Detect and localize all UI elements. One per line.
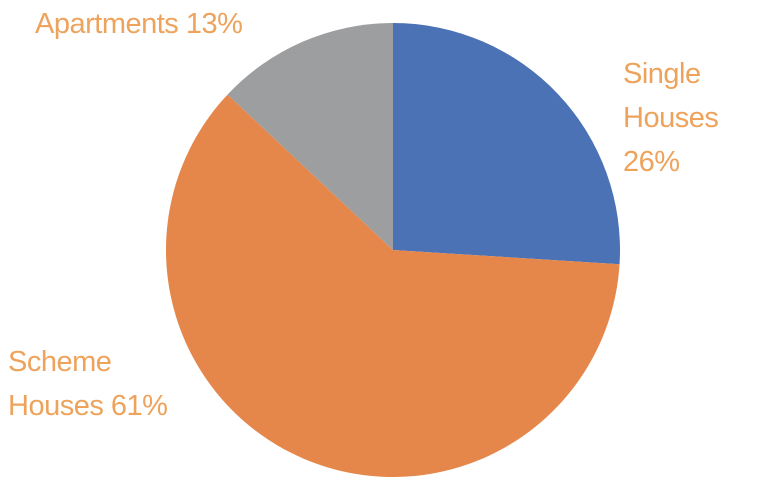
slice-label: Single Houses 26% xyxy=(623,52,743,184)
category-label: Single Houses xyxy=(623,58,719,134)
slice-label: Scheme Houses 61% xyxy=(8,340,198,428)
value-label: 26% xyxy=(623,146,680,178)
pie-slice xyxy=(227,23,393,250)
pie-slice xyxy=(165,94,620,478)
slice-label: Apartments 13% xyxy=(35,2,335,46)
value-label: 61% xyxy=(110,390,168,422)
category-label: Apartments xyxy=(35,8,179,40)
category-label: Scheme Houses xyxy=(8,346,112,422)
pie-slice xyxy=(393,23,620,265)
value-label: 13% xyxy=(185,8,243,40)
